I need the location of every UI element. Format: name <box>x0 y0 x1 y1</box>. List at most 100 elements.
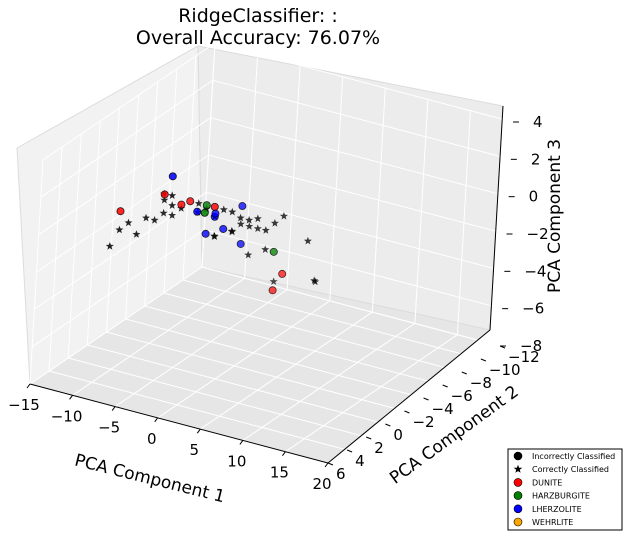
z-tick-label: −6 <box>522 300 544 318</box>
correct-point <box>168 211 177 219</box>
axes-panes <box>16 45 504 464</box>
correct-point <box>219 205 228 214</box>
data-points <box>105 172 320 295</box>
legend-box <box>507 448 623 531</box>
y-tick-mark <box>327 462 334 466</box>
legend-label: LHERZOLITE <box>532 505 582 514</box>
correct-point <box>244 250 253 259</box>
gridline-z <box>31 229 503 348</box>
legend-marker-circle <box>513 504 523 514</box>
x-tick-label: −10 <box>51 407 83 425</box>
correct-point <box>168 191 177 199</box>
gridline-z <box>42 42 514 161</box>
x-tick-label: −15 <box>8 396 40 414</box>
x-tick-label: 10 <box>227 452 246 470</box>
incorrect-point <box>201 229 210 238</box>
incorrect-point <box>219 224 228 233</box>
y-tick-mark <box>366 436 372 440</box>
x-tick-mark <box>282 451 286 457</box>
y-tick-label: −2 <box>412 413 434 431</box>
y-tick-mark <box>404 410 410 414</box>
y-tick-label: −4 <box>432 400 454 418</box>
y-tick-label: −8 <box>470 374 492 392</box>
correct-point <box>160 195 169 204</box>
gridlines <box>29 42 514 464</box>
correct-point <box>311 277 320 286</box>
chart-title: RidgeClassifier: : <box>178 5 338 27</box>
legend-marker-star <box>513 464 523 473</box>
y-tick-label: 0 <box>393 426 403 444</box>
z-tick-label: −2 <box>527 225 549 243</box>
x-tick-label: −5 <box>98 419 120 437</box>
z-axis-label: PCA Component 3 <box>545 139 565 293</box>
correct-point <box>132 230 141 238</box>
gridline-z <box>40 79 511 198</box>
correct-point <box>105 242 114 250</box>
incorrect-point <box>211 209 220 218</box>
z-axis-line <box>489 105 504 331</box>
correct-point <box>245 222 254 230</box>
correct-point <box>236 219 245 228</box>
incorrect-point <box>177 200 186 209</box>
incorrect-point <box>200 208 209 217</box>
y-tick-mark <box>461 371 467 375</box>
correct-point <box>253 224 262 232</box>
incorrect-point <box>269 247 278 256</box>
x-tick-mark <box>196 428 201 434</box>
x-tick-label: 5 <box>190 441 200 459</box>
incorrect-point <box>278 269 287 278</box>
legend-marker-circle <box>513 451 523 461</box>
correct-point <box>270 219 279 227</box>
y-tick-mark <box>423 397 429 401</box>
y-tick-label: −12 <box>508 348 540 366</box>
gridline-z <box>38 117 509 236</box>
legend-label: Correctly Classified <box>532 465 609 474</box>
legend-items: Incorrectly Classified Correctly Classifi… <box>513 451 615 527</box>
chart-subtitle: Overall Accuracy: 76.07% <box>136 27 380 49</box>
gridline-z <box>29 266 501 385</box>
incorrect-point <box>236 239 245 248</box>
y-axis-line <box>327 329 491 464</box>
y-tick-label: 6 <box>336 465 346 483</box>
incorrect-point <box>202 201 211 210</box>
correct-point <box>253 214 262 223</box>
x-tick-mark <box>111 406 116 411</box>
incorrect-point <box>116 207 125 216</box>
z-tick-label: 0 <box>529 188 539 206</box>
correct-point <box>194 199 203 207</box>
y-tick-label: −6 <box>451 387 473 405</box>
legend-label: WEHRLITE <box>532 518 573 527</box>
incorrect-point <box>186 197 195 206</box>
correct-point <box>236 213 245 222</box>
legend-marker-circle <box>513 517 523 527</box>
y-tick-mark <box>346 449 353 453</box>
x-tick-mark <box>239 440 244 445</box>
correct-point <box>279 212 288 220</box>
correct-point <box>142 213 150 222</box>
incorrect-point <box>238 202 247 211</box>
y-tick-mark <box>480 358 487 362</box>
correct-point <box>303 236 312 245</box>
legend-label: HARZBURGITE <box>532 492 590 501</box>
x-tick-label: 0 <box>147 430 157 448</box>
x-tick-label: 15 <box>270 464 289 482</box>
correct-point <box>261 226 270 234</box>
x-tick-mark <box>69 394 73 400</box>
y-tick-mark <box>442 384 448 388</box>
correct-point <box>150 216 159 224</box>
axis-lines <box>29 105 504 464</box>
correct-point <box>115 225 124 234</box>
legend: Incorrectly Classified Correctly Classifi… <box>507 448 623 531</box>
correct-point <box>228 207 237 216</box>
y-tick-mark <box>385 423 391 427</box>
legend-marker-circle <box>513 491 523 500</box>
axis-ticks: −15−10−505101520−12−10−8−6−4−20246−8−6−4… <box>8 113 548 493</box>
gridline-z <box>34 191 505 310</box>
incorrect-point <box>168 172 177 181</box>
correct-point <box>228 227 237 236</box>
correct-point <box>159 208 168 217</box>
correct-point <box>168 201 177 209</box>
z-tick-label: −8 <box>520 337 542 355</box>
correct-point <box>245 216 254 224</box>
x-tick-mark <box>26 383 31 389</box>
